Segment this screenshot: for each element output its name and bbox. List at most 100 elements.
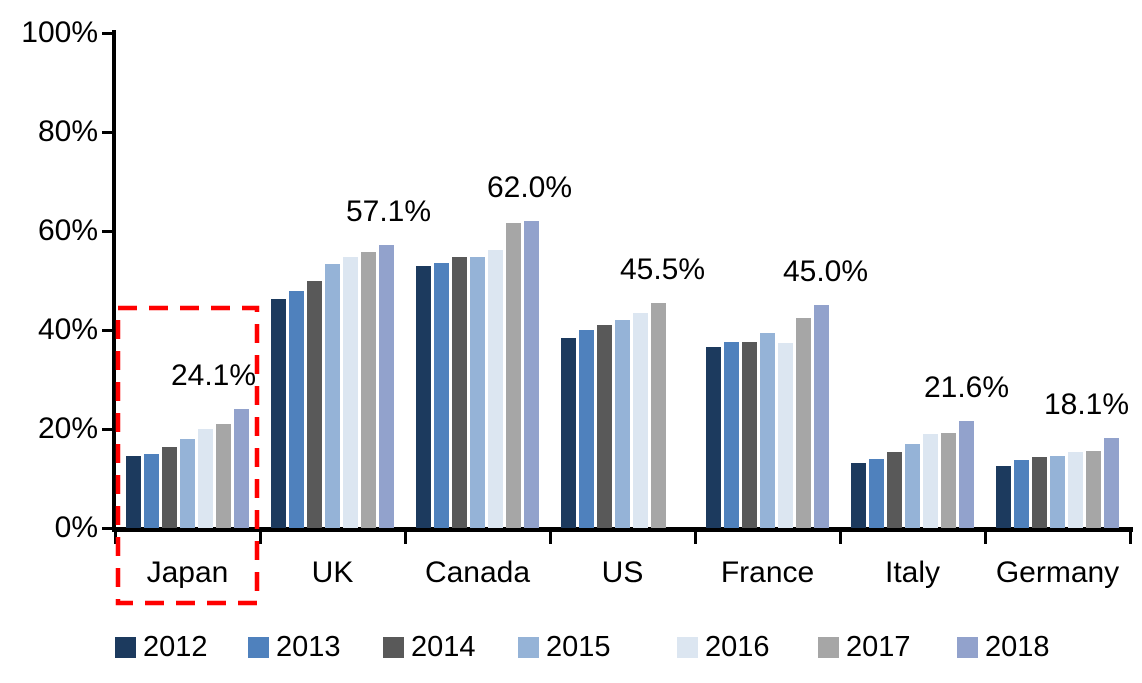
bar-japan-2015	[180, 439, 195, 528]
bar-germany-2018	[1104, 438, 1119, 528]
bar-uk-2018	[379, 245, 394, 528]
y-tick	[102, 229, 115, 233]
value-label-italy: 21.6%	[923, 371, 1010, 405]
category-label-italy: Italy	[884, 556, 941, 589]
bar-uk-2013	[289, 290, 304, 528]
bar-uk-2012	[271, 299, 286, 528]
legend-item-2013: 2013	[248, 631, 341, 663]
legend-item-2015: 2015	[518, 631, 611, 663]
legend-label-2015: 2015	[546, 631, 611, 663]
bar-france-2015	[760, 333, 775, 528]
bar-italy-2012	[851, 462, 866, 528]
bar-italy-2015	[905, 444, 920, 528]
value-label-canada: 62.0%	[486, 171, 573, 205]
bar-us-2012	[561, 338, 576, 528]
legend-swatch-2015	[518, 636, 539, 658]
bar-france-2012	[706, 347, 721, 528]
bar-japan-2014	[162, 447, 177, 528]
legend-label-2014: 2014	[411, 631, 476, 663]
x-tick	[114, 532, 117, 544]
legend-label-2017: 2017	[846, 631, 911, 663]
x-tick	[404, 532, 407, 544]
bar-canada-2012	[416, 265, 431, 528]
legend-swatch-2013	[248, 636, 269, 658]
bar-japan-2017	[216, 424, 231, 528]
value-label-japan: 24.1%	[170, 358, 257, 392]
bar-japan-2018	[234, 408, 249, 528]
legend-label-2013: 2013	[276, 631, 341, 663]
bar-germany-2017	[1086, 450, 1101, 528]
bar-canada-2018	[524, 221, 539, 528]
x-tick	[259, 532, 262, 544]
bar-japan-2016	[198, 429, 213, 528]
bar-uk-2016	[343, 257, 358, 528]
bar-us-2016	[633, 312, 648, 528]
y-tick-label: 80%	[37, 115, 98, 148]
bar-germany-2012	[996, 466, 1011, 528]
bar-us-2015	[615, 320, 630, 528]
bar-canada-2016	[488, 249, 503, 528]
bar-canada-2014	[452, 256, 467, 528]
y-tick-label: 20%	[37, 412, 98, 445]
legend-swatch-2016	[677, 636, 698, 658]
legend-swatch-2014	[383, 636, 404, 658]
category-label-uk: UK	[311, 556, 354, 589]
bar-us-2017	[651, 302, 666, 528]
x-tick	[1129, 532, 1132, 544]
bar-japan-2013	[144, 454, 159, 528]
y-tick-label: 60%	[37, 214, 98, 247]
y-tick-label: 0%	[54, 511, 98, 544]
x-axis-line	[112, 527, 1133, 532]
category-label-canada: Canada	[424, 556, 531, 589]
x-tick	[694, 532, 697, 544]
bar-uk-2017	[361, 252, 376, 528]
value-label-uk: 57.1%	[345, 195, 432, 229]
bar-germany-2013	[1014, 460, 1029, 528]
bar-france-2017	[796, 318, 811, 528]
bar-germany-2014	[1032, 456, 1047, 528]
legend-label-2016: 2016	[705, 631, 770, 663]
bar-italy-2014	[887, 451, 902, 528]
legend-swatch-2018	[957, 636, 978, 658]
bar-us-2014	[597, 325, 612, 528]
y-tick-label: 40%	[37, 313, 98, 346]
bar-canada-2015	[470, 256, 485, 528]
value-label-france: 45.0%	[782, 255, 869, 289]
bar-uk-2015	[325, 264, 340, 528]
bar-japan-2012	[126, 456, 141, 528]
legend-item-2014: 2014	[383, 631, 476, 663]
y-tick-label: 100%	[21, 16, 98, 49]
legend-swatch-2012	[115, 636, 136, 658]
category-label-japan: Japan	[146, 556, 229, 589]
value-label-us: 45.5%	[619, 252, 706, 286]
y-tick	[102, 130, 115, 134]
legend-item-2016: 2016	[677, 631, 770, 663]
legend-label-2018: 2018	[985, 631, 1050, 663]
y-tick	[102, 31, 115, 35]
bar-italy-2016	[923, 433, 938, 528]
y-tick	[102, 328, 115, 332]
bar-germany-2015	[1050, 455, 1065, 528]
bar-france-2018	[814, 305, 829, 528]
bar-france-2016	[778, 342, 793, 528]
bar-us-2013	[579, 330, 594, 528]
bar-uk-2014	[307, 280, 322, 528]
bar-canada-2013	[434, 263, 449, 528]
legend-item-2012: 2012	[115, 631, 208, 663]
category-label-germany: Germany	[995, 556, 1120, 589]
legend-label-2012: 2012	[143, 631, 208, 663]
bar-italy-2018	[959, 421, 974, 528]
bar-france-2013	[724, 341, 739, 528]
x-tick	[549, 532, 552, 544]
legend-item-2017: 2017	[818, 631, 911, 663]
value-label-germany: 18.1%	[1043, 388, 1130, 422]
category-label-france: France	[720, 556, 815, 589]
bar-italy-2017	[941, 432, 956, 528]
x-tick	[984, 532, 987, 544]
bar-france-2014	[742, 341, 757, 528]
legend-item-2018: 2018	[957, 631, 1050, 663]
x-tick	[839, 532, 842, 544]
y-axis-line	[112, 30, 116, 532]
y-tick	[102, 526, 115, 530]
